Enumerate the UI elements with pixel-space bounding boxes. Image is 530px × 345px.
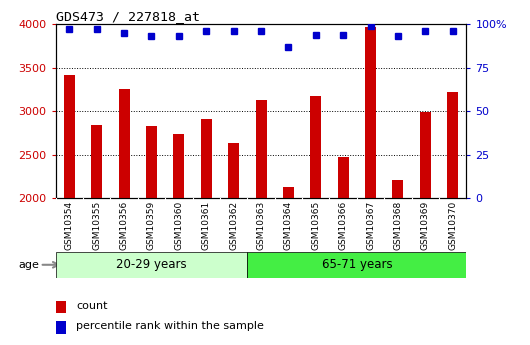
Text: GSM10360: GSM10360 bbox=[174, 201, 183, 250]
Bar bbox=[283, 187, 294, 198]
Text: GSM10370: GSM10370 bbox=[448, 201, 457, 250]
Text: GSM10362: GSM10362 bbox=[229, 201, 238, 250]
Bar bbox=[64, 75, 75, 198]
Text: GSM10354: GSM10354 bbox=[65, 201, 74, 250]
Bar bbox=[338, 157, 349, 198]
Bar bbox=[228, 143, 239, 198]
Text: count: count bbox=[76, 301, 108, 311]
Bar bbox=[146, 126, 157, 198]
Text: GSM10369: GSM10369 bbox=[421, 201, 430, 250]
Bar bbox=[56, 301, 66, 313]
Text: GSM10365: GSM10365 bbox=[311, 201, 320, 250]
Text: GSM10359: GSM10359 bbox=[147, 201, 156, 250]
Bar bbox=[56, 321, 66, 334]
Text: GSM10366: GSM10366 bbox=[339, 201, 348, 250]
Bar bbox=[447, 92, 458, 198]
Text: GSM10356: GSM10356 bbox=[120, 201, 129, 250]
Bar bbox=[420, 112, 431, 198]
Bar bbox=[56, 252, 248, 278]
Bar bbox=[119, 89, 130, 198]
Text: GSM10367: GSM10367 bbox=[366, 201, 375, 250]
Text: GDS473 / 227818_at: GDS473 / 227818_at bbox=[56, 10, 200, 23]
Text: GSM10363: GSM10363 bbox=[257, 201, 266, 250]
Bar bbox=[173, 134, 184, 198]
Text: GSM10364: GSM10364 bbox=[284, 201, 293, 250]
Bar bbox=[248, 252, 466, 278]
Bar bbox=[201, 119, 212, 198]
Text: GSM10368: GSM10368 bbox=[393, 201, 402, 250]
Bar bbox=[365, 27, 376, 198]
Bar bbox=[255, 100, 267, 198]
Text: age: age bbox=[19, 260, 39, 270]
Text: GSM10361: GSM10361 bbox=[202, 201, 211, 250]
Text: percentile rank within the sample: percentile rank within the sample bbox=[76, 321, 264, 331]
Text: GSM10355: GSM10355 bbox=[92, 201, 101, 250]
Bar bbox=[311, 96, 321, 198]
Text: 20-29 years: 20-29 years bbox=[116, 258, 187, 271]
Bar bbox=[392, 180, 403, 198]
Text: 65-71 years: 65-71 years bbox=[322, 258, 392, 271]
Bar bbox=[91, 125, 102, 198]
